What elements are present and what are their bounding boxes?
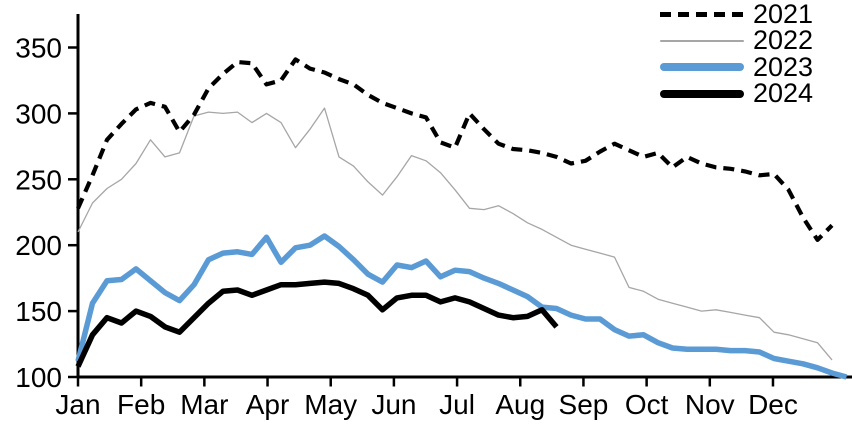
- legend-label: 2024: [753, 78, 814, 109]
- y-tick-label: 150: [15, 296, 62, 327]
- legend-line-thin-gray: [660, 40, 744, 42]
- x-tick-label: May: [304, 389, 357, 420]
- x-tick-label: Feb: [117, 389, 165, 420]
- y-tick-label: 200: [15, 230, 62, 261]
- legend-line-blue: [660, 63, 744, 72]
- y-tick-label: 350: [15, 33, 62, 64]
- legend-item-2024: 2024: [660, 78, 814, 109]
- legend-item-2023: 2023: [660, 51, 814, 82]
- series-line-2023: [75, 233, 848, 380]
- y-tick-label: 250: [15, 164, 62, 195]
- legend-line-dashed: [660, 12, 744, 17]
- x-tick-label: Jul: [439, 389, 475, 420]
- x-tick-label: Oct: [625, 389, 669, 420]
- series-line-2021: [76, 57, 834, 242]
- legend-label: 2022: [753, 25, 814, 56]
- legend-label: 2021: [753, 0, 814, 29]
- series-line-2024: [75, 279, 559, 368]
- y-tick-label: 100: [15, 362, 62, 393]
- series-line-2022: [77, 107, 833, 361]
- x-tick-label: Apr: [246, 389, 290, 420]
- legend-label: 2023: [753, 51, 814, 82]
- x-tick-label: Jan: [55, 389, 100, 420]
- legend-item-2021: 2021: [660, 0, 814, 29]
- y-tick-label: 300: [15, 98, 62, 129]
- x-tick-label: Jun: [371, 389, 416, 420]
- legend-line-black: [660, 89, 744, 98]
- chart-legend: 2021 2022 2023 2024: [660, 0, 814, 109]
- x-tick-label: Sep: [559, 389, 609, 420]
- x-tick-label: Aug: [495, 389, 545, 420]
- x-tick-label: Mar: [180, 389, 228, 420]
- x-tick-label: Nov: [685, 389, 735, 420]
- legend-item-2022: 2022: [660, 25, 814, 56]
- x-tick-label: Dec: [748, 389, 798, 420]
